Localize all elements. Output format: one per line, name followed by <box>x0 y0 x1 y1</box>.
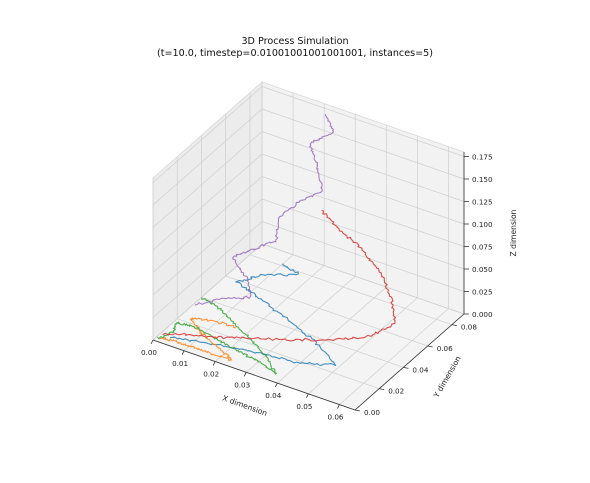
gridline-z-left <box>152 131 263 228</box>
x-tick-mark <box>337 404 340 409</box>
y-tick-label: 0.00 <box>364 408 380 417</box>
x-tick-mark <box>306 393 309 399</box>
series-line-4 <box>162 210 396 342</box>
gridline-z-left <box>152 86 263 183</box>
axes-panes <box>152 81 465 411</box>
x-tick-mark <box>150 339 154 345</box>
gridline-x-floor <box>214 265 325 362</box>
gridline-x-floor <box>308 297 418 395</box>
data-series <box>157 113 396 375</box>
gridline-z-back <box>261 221 465 292</box>
z-tick-label: 0.125 <box>472 198 493 207</box>
y-axis-label: Y dimension <box>431 354 463 400</box>
z-tick-label: 0.000 <box>472 310 493 319</box>
z-tick-label: 0.100 <box>472 220 493 229</box>
z-tick-label: 0.175 <box>472 153 493 162</box>
y-tick-mark <box>403 366 409 369</box>
y-tick-mark <box>451 324 457 327</box>
series-line-3 <box>157 297 278 375</box>
x-tick-label: 0.03 <box>234 380 250 389</box>
y-tick-mark <box>379 388 385 391</box>
chart-title-line-2: (t=10.0, timestep=0.01001001001001001, i… <box>157 48 433 59</box>
gridline-z-back <box>261 153 465 225</box>
gridline-x-floor <box>277 286 387 384</box>
z-axis-label: Z dimension <box>509 209 518 256</box>
y-tick-label: 0.02 <box>388 387 404 396</box>
series-line-1 <box>169 263 337 367</box>
z-tick-label: 0.025 <box>472 288 493 297</box>
gridline-z-left <box>152 198 263 296</box>
series-line-5 <box>194 113 335 306</box>
z-tick-label: 0.050 <box>472 265 493 274</box>
gridline-y-floor <box>225 275 428 347</box>
x-axis-label: X dimension <box>221 393 268 418</box>
x-tick-label: 0.02 <box>203 370 219 379</box>
gridline-z-left <box>152 176 263 273</box>
z-tick-label: 0.075 <box>472 243 493 252</box>
y-tick-mark <box>427 345 433 348</box>
gridline-z-back <box>261 198 465 270</box>
gridline-y-floor <box>249 254 453 325</box>
x-tick-mark <box>212 361 216 366</box>
y-axis-line <box>354 313 465 411</box>
gridline-z-back <box>261 243 465 315</box>
x-tick-label: 0.01 <box>172 359 188 368</box>
gridline-y-floor <box>177 318 380 389</box>
gridline-z-left <box>152 243 263 341</box>
gridline-z-back <box>261 176 465 247</box>
x-tick-label: 0.04 <box>265 391 281 400</box>
gridline-z-back <box>261 108 465 180</box>
y-tick-mark <box>354 409 361 412</box>
x-tick-mark <box>274 382 278 388</box>
axis-ticks: 0.00 0.01 0.02 0.03 0.04 0.05 0.06 0.00 0.02 0.04… <box>141 153 493 422</box>
gridline-x-floor <box>339 308 449 405</box>
x-tick-mark <box>181 350 185 355</box>
gridline-x-floor <box>245 276 356 373</box>
x-tick-label: 0.06 <box>327 413 343 422</box>
gridline-z-left <box>152 108 263 206</box>
series-line-2 <box>159 317 237 361</box>
x-tick-mark <box>243 372 247 377</box>
gridline-z-back <box>261 131 465 202</box>
y-tick-label: 0.08 <box>461 323 477 332</box>
x-axis-line <box>152 339 356 411</box>
y-tick-label: 0.04 <box>412 365 428 374</box>
chart-title-line-1: 3D Process Simulation <box>241 36 348 47</box>
x-tick-label: 0.00 <box>141 348 157 357</box>
gridlines <box>152 82 465 411</box>
z-tick-label: 0.150 <box>472 175 493 184</box>
x-tick-label: 0.05 <box>296 402 312 411</box>
gridline-z-left <box>152 221 263 318</box>
gridline-z-left <box>152 153 263 251</box>
gridline-z-back <box>261 86 465 157</box>
y-tick-label: 0.06 <box>437 344 453 353</box>
